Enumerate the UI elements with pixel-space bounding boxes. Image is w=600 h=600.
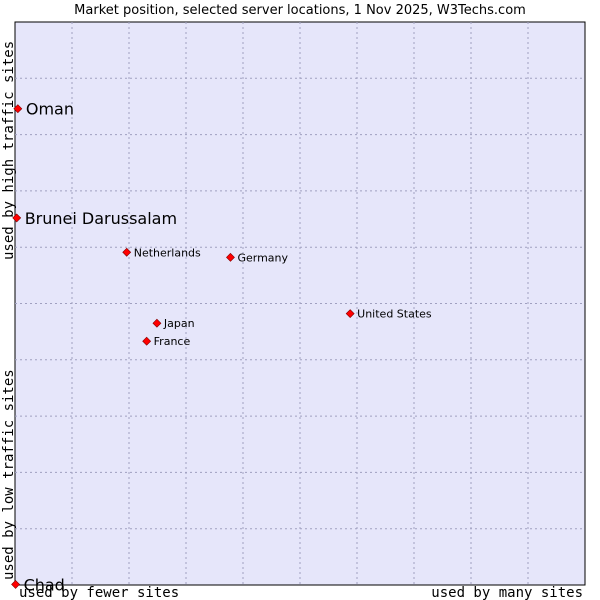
grid-lines (15, 22, 585, 585)
y-axis-label-high: used by high traffic sites (1, 41, 17, 260)
point-label-oman: Oman (26, 100, 74, 119)
point-marker-netherlands (122, 247, 132, 257)
chart-title: Market position, selected server locatio… (74, 3, 526, 18)
point-marker-japan (152, 318, 162, 328)
data-points: Oman Brunei Darussalam Netherlands Germany U… (11, 100, 432, 594)
point-marker-germany (226, 252, 235, 262)
point-marker-france (142, 336, 152, 346)
x-axis-label-low: used by fewer sites (19, 585, 179, 600)
point-marker-united-states (345, 309, 355, 319)
point-label-germany: Germany (237, 251, 288, 264)
point-label-netherlands: Netherlands (134, 246, 201, 259)
point-marker-chad (11, 580, 20, 589)
point-label-chad: Chad (24, 575, 65, 594)
x-axis-label-high: used by many sites (431, 585, 583, 600)
point-label-france: France (154, 335, 191, 348)
point-label-japan: Japan (163, 317, 195, 330)
point-marker-brunei-darussalam (12, 213, 22, 223)
y-axis-label-low: used by low traffic sites (1, 369, 17, 580)
point-label-brunei-darussalam: Brunei Darussalam (25, 209, 177, 228)
point-label-united-states: United States (357, 308, 432, 321)
point-marker-oman (13, 104, 23, 114)
